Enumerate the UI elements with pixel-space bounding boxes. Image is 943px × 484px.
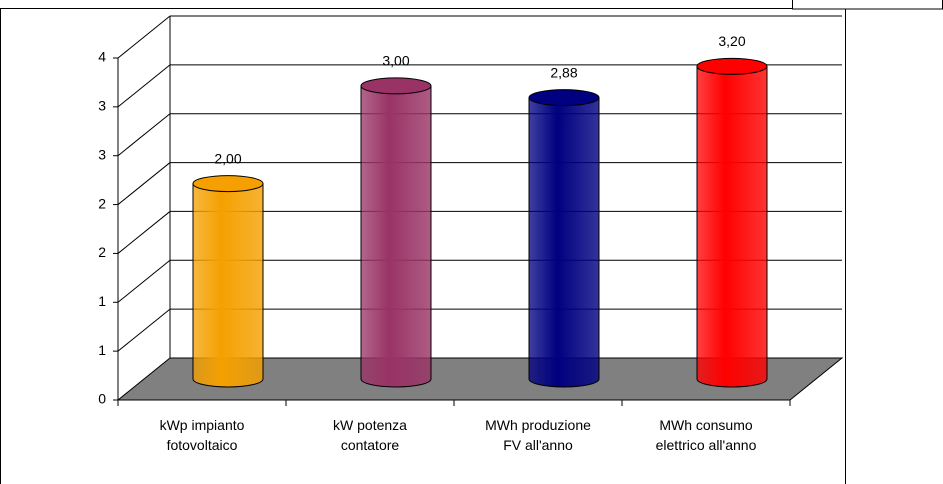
y-tick-label: 2 xyxy=(98,195,106,211)
y-tick-label: 1 xyxy=(98,293,106,309)
bar xyxy=(192,183,264,388)
x-tick-label: MWh produzione FV all'anno xyxy=(485,417,591,453)
chart-frame xyxy=(0,8,846,484)
bar-top xyxy=(360,77,432,95)
grid-line xyxy=(117,15,171,59)
y-tick-label: 3 xyxy=(98,146,106,162)
value-label: 2,00 xyxy=(214,150,241,166)
grid-line xyxy=(117,259,171,303)
bar-top xyxy=(528,89,600,107)
x-tick-label: kWp impianto fotovoltaico xyxy=(160,417,245,453)
y-tick-label: 2 xyxy=(98,244,106,260)
legend-fragment xyxy=(792,0,943,10)
grid-line xyxy=(117,64,171,108)
grid-line xyxy=(117,308,171,352)
bar xyxy=(360,85,432,388)
value-label: 3,00 xyxy=(382,53,409,69)
grid-line xyxy=(117,113,171,157)
x-tick-label: MWh consumo elettrico all'anno xyxy=(656,417,757,453)
grid-line xyxy=(117,162,171,205)
bar xyxy=(528,97,600,388)
bar-top xyxy=(192,175,264,193)
bar xyxy=(696,65,768,388)
value-label: 3,20 xyxy=(718,33,745,49)
bar-top xyxy=(696,57,768,75)
y-tick-label: 1 xyxy=(98,342,106,358)
y-tick-label: 4 xyxy=(98,49,106,65)
x-tick-label: kW potenza contatore xyxy=(333,417,407,453)
value-label: 2,88 xyxy=(550,64,577,80)
y-tick-label: 0 xyxy=(98,391,106,407)
y-tick-label: 3 xyxy=(98,98,106,114)
grid-line xyxy=(117,211,171,254)
